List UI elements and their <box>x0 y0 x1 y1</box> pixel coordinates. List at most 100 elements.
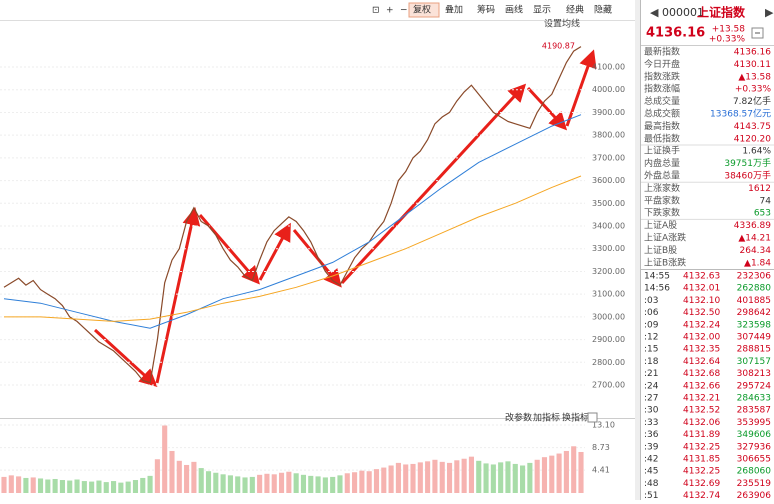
toolbar-button[interactable]: 显示 <box>533 5 551 16</box>
volume-bar <box>352 472 358 493</box>
volume-bar <box>96 480 102 493</box>
row-value: 1612 <box>748 184 771 194</box>
volume-bar <box>330 476 336 493</box>
volume-bar <box>176 460 182 493</box>
volume-bar <box>549 455 555 493</box>
row-label: 上证B涨跌 <box>644 257 686 268</box>
peak-annotation: 4190.87 <box>542 42 575 51</box>
trade-price: 4132.24 <box>683 320 720 330</box>
volume-bar <box>111 481 117 493</box>
trade-volume: 308213 <box>737 369 771 379</box>
volume-bar <box>541 457 548 493</box>
indicator-button[interactable]: 改参数 <box>505 412 532 424</box>
trade-price: 4132.69 <box>683 479 720 489</box>
volume-bar <box>571 446 577 493</box>
trade-volume: 263906 <box>737 491 772 500</box>
volume-bar <box>512 463 518 493</box>
toolbar-button[interactable]: 复权 <box>413 4 431 16</box>
toolbar-button[interactable]: 画线 <box>505 4 523 16</box>
row-label: 上证A股 <box>644 220 677 231</box>
y-tick-label: 2800.00 <box>592 358 625 367</box>
row-value: 4130.11 <box>734 60 771 70</box>
trade-volume: 401885 <box>737 296 771 306</box>
toolbar-button[interactable]: 经典 <box>566 4 584 16</box>
trade-price: 4132.68 <box>683 369 720 379</box>
y-tick-label: 3400.00 <box>592 222 625 231</box>
volume-bar <box>45 479 51 493</box>
price-line <box>3 46 582 384</box>
y-tick-label: 3900.00 <box>592 108 625 117</box>
volume-bar <box>89 481 95 493</box>
row-label: 最低指数 <box>644 132 680 144</box>
volume-bar <box>359 470 365 493</box>
trade-volume: 323598 <box>737 320 772 330</box>
toolbar-button[interactable]: 筹码 <box>477 4 495 16</box>
row-label: 平盘家数 <box>644 194 680 206</box>
nav-right[interactable]: ▶ <box>765 6 774 19</box>
toolbar-icon[interactable]: ⊡ <box>372 6 380 16</box>
row-label: 上证B股 <box>644 245 677 256</box>
volume-bar <box>366 471 372 493</box>
toolbar-icon[interactable]: − <box>400 6 408 16</box>
trade-price: 4132.50 <box>683 308 720 318</box>
volume-bar <box>242 477 248 493</box>
nav-left[interactable]: ◀ <box>650 6 659 19</box>
volume-bar <box>52 478 58 493</box>
trade-price: 4132.00 <box>683 333 720 343</box>
volume-bar <box>446 462 453 493</box>
quote-price: 4136.16 <box>646 26 705 41</box>
trade-time: :30 <box>644 406 659 416</box>
trade-time: :39 <box>644 442 659 452</box>
volume-bar <box>23 477 29 493</box>
trade-time: 14:55 <box>644 272 670 282</box>
indicator-button[interactable]: 换指标 <box>562 412 589 424</box>
y-tick-label: 4100.00 <box>592 63 625 72</box>
ma-setting[interactable]: 设置均线 <box>544 18 580 30</box>
trade-price: 4132.21 <box>683 394 720 404</box>
volume-bar <box>103 482 109 493</box>
y-tick-label: 13.10 <box>592 421 615 430</box>
row-value: 74 <box>760 196 772 206</box>
volume-bar <box>381 467 387 493</box>
trade-volume: 306655 <box>737 455 771 465</box>
volume-bar <box>184 464 190 493</box>
toolbar-button[interactable]: 隐藏 <box>594 4 612 16</box>
volume-bar <box>373 469 380 493</box>
trade-time: :21 <box>644 369 658 379</box>
volume-bar <box>293 473 299 493</box>
volume-bar <box>403 464 409 493</box>
y-tick-label: 3700.00 <box>592 153 625 162</box>
toolbar-active <box>408 2 440 18</box>
toolbar-button[interactable]: 叠加 <box>445 5 463 16</box>
row-value: 1.64% <box>742 147 771 157</box>
row-label: 最高指数 <box>644 120 680 132</box>
volume-bar <box>30 477 36 493</box>
volume-bar <box>198 468 204 493</box>
volume-bar <box>59 480 65 493</box>
trade-volume: 353995 <box>737 418 771 428</box>
quote-name: 上证指数 <box>697 5 746 20</box>
trade-volume: 284633 <box>737 394 771 404</box>
trade-volume: 283587 <box>737 406 771 416</box>
volume-bar <box>271 474 277 493</box>
row-label: 下跌家数 <box>644 207 680 219</box>
toolbar-icon[interactable]: + <box>386 6 394 16</box>
volume-bar <box>468 456 474 493</box>
trade-price: 4132.63 <box>683 272 720 282</box>
volume-bar <box>8 475 14 493</box>
volume-bar <box>249 476 255 493</box>
y-tick-label: 3600.00 <box>592 176 625 185</box>
volume-bar <box>132 480 139 493</box>
row-value: 4136.16 <box>734 48 771 58</box>
trade-time: :33 <box>644 418 658 428</box>
volume-bar <box>505 461 511 493</box>
close-indicator[interactable] <box>587 412 598 423</box>
volume-bar <box>308 475 314 493</box>
volume-bar <box>476 460 482 493</box>
trade-volume: 235519 <box>737 479 772 489</box>
volume-bar <box>286 471 292 493</box>
volume-bar <box>118 482 124 493</box>
row-label: 内盘总量 <box>644 157 680 169</box>
indicator-button[interactable]: 加指标 <box>533 412 560 424</box>
